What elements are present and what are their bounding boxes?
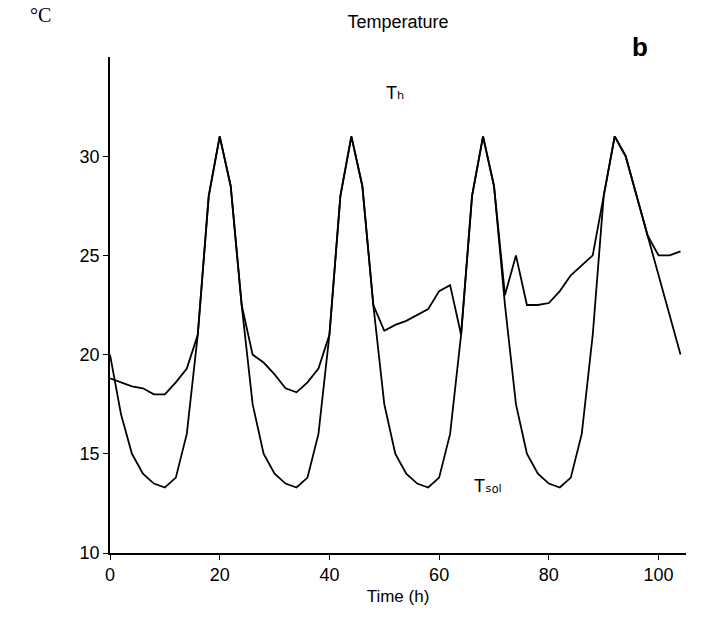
svg-text:30: 30 bbox=[80, 147, 100, 167]
svg-text:100: 100 bbox=[644, 565, 674, 585]
svg-text:15: 15 bbox=[80, 444, 100, 464]
svg-text:b: b bbox=[632, 32, 648, 62]
svg-text:Tₛₒₗ: Tₛₒₗ bbox=[474, 476, 502, 496]
svg-text:10: 10 bbox=[80, 543, 100, 563]
svg-text:Time (h): Time (h) bbox=[367, 587, 430, 606]
svg-text:80: 80 bbox=[539, 565, 559, 585]
svg-text:°C: °C bbox=[30, 4, 51, 26]
svg-text:0: 0 bbox=[105, 565, 115, 585]
svg-text:Temperature: Temperature bbox=[347, 12, 448, 32]
svg-text:25: 25 bbox=[80, 246, 100, 266]
svg-text:40: 40 bbox=[319, 565, 339, 585]
svg-text:20: 20 bbox=[80, 345, 100, 365]
svg-text:Tₕ: Tₕ bbox=[386, 83, 404, 103]
svg-text:60: 60 bbox=[429, 565, 449, 585]
svg-text:20: 20 bbox=[210, 565, 230, 585]
